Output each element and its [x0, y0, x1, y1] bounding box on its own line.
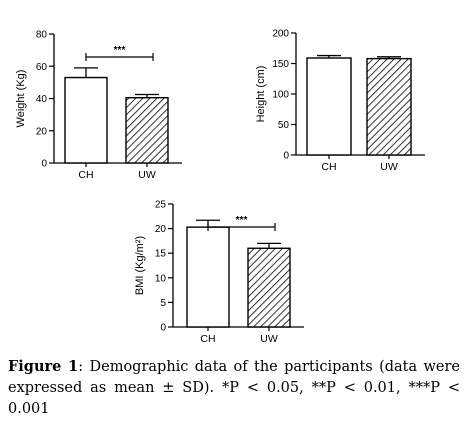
x-tick-label-uw: UW [260, 333, 278, 345]
weight-chart: 0 20 40 60 80 Weight (Kg) CH UW *** [15, 30, 182, 181]
y-axis-label: BMI (Kg/m²) [134, 236, 146, 295]
y-tick-label: 0 [41, 159, 47, 170]
y-tick-label: 50 [278, 120, 290, 131]
y-tick-label: 40 [36, 94, 48, 105]
y-tick-label: 0 [283, 151, 289, 162]
x-tick-label-ch: CH [321, 161, 336, 173]
y-tick-label: 100 [272, 90, 289, 101]
y-tick-label: 60 [36, 62, 48, 73]
y-tick-label: 0 [160, 323, 166, 334]
caption-label: Figure 1 [8, 358, 79, 375]
bar-uw [247, 247, 291, 328]
x-tick-label-ch: CH [200, 333, 215, 345]
y-tick-label: 10 [155, 273, 167, 284]
bar-ch [64, 76, 108, 164]
figure-caption: Figure 1: Demographic data of the partic… [8, 356, 460, 420]
y-tick-label: 20 [36, 126, 48, 137]
bar-uw [366, 57, 412, 156]
y-tick-label: 80 [36, 30, 48, 41]
y-axis-label: Weight (Kg) [15, 70, 27, 128]
y-tick-label: 25 [155, 200, 167, 211]
y-tick-label: 15 [155, 249, 167, 260]
y-tick-label: 20 [155, 224, 167, 235]
x-tick-label-ch: CH [78, 169, 93, 181]
x-tick-label-uw: UW [138, 169, 156, 181]
y-tick-label: 150 [272, 59, 289, 70]
y-tick-label: 200 [272, 29, 289, 40]
y-axis-label: Height (cm) [255, 66, 267, 123]
x-tick-label-uw: UW [380, 161, 398, 173]
y-tick-label: 5 [160, 298, 166, 309]
bmi-chart: 0 5 10 15 20 25 BMI (Kg/m²) CH UW *** [134, 200, 304, 345]
bar-ch [186, 226, 230, 328]
significance-label: *** [236, 215, 248, 226]
height-chart: 0 50 100 150 200 Height (cm) CH UW [255, 29, 425, 173]
significance-label: *** [114, 45, 126, 56]
caption-text: : Demographic data of the participants (… [8, 359, 460, 417]
